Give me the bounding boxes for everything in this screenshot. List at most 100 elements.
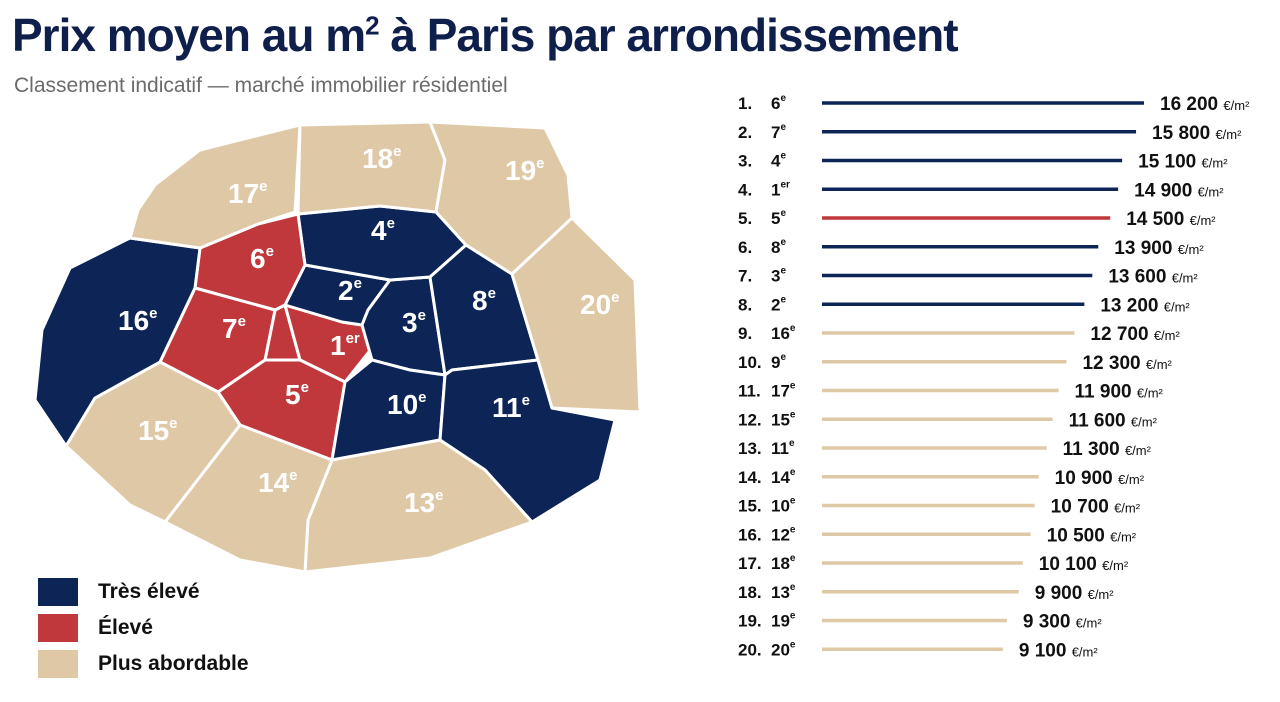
rank-number: 16. xyxy=(738,525,762,544)
rank-number: 4. xyxy=(738,180,752,199)
rank-district: 11e xyxy=(771,438,795,458)
legend-swatch xyxy=(38,578,78,606)
ranking-row: 10. 9e 12 300 €/m² xyxy=(738,352,1173,374)
rank-district: 5e xyxy=(771,208,786,228)
legend-label: Plus abordable xyxy=(98,652,249,675)
ranking-row: 7. 3e 13 600 €/m² xyxy=(738,266,1198,288)
value-label: 9 900 €/m² xyxy=(1035,583,1114,604)
rank-number: 17. xyxy=(738,554,762,573)
value-label: 13 600 €/m² xyxy=(1108,267,1198,288)
rank-number: 20. xyxy=(738,640,762,659)
rank-number: 14. xyxy=(738,468,762,487)
value-label: 9 100 €/m² xyxy=(1019,640,1098,661)
page-subtitle: Classement indicatif — marché immobilier… xyxy=(14,74,508,97)
ranking-row: 11. 17e 11 900 €/m² xyxy=(738,381,1164,403)
title-prefix: Prix moyen au m xyxy=(12,9,366,61)
value-label: 10 900 €/m² xyxy=(1055,468,1145,489)
value-label: 16 200 €/m² xyxy=(1160,94,1250,115)
rank-district: 15e xyxy=(771,409,796,429)
rank-number: 15. xyxy=(738,497,762,516)
district-16-shape xyxy=(33,236,202,448)
rank-number: 6. xyxy=(738,238,752,257)
title-suffix: à Paris par arrondissement xyxy=(378,9,958,61)
ranking-row: 15. 10e 10 700 €/m² xyxy=(738,496,1141,518)
district-7-label: 7e xyxy=(222,313,246,344)
district-17-shape xyxy=(128,123,302,250)
rank-district: 3e xyxy=(771,266,786,286)
district-5-label: 5e xyxy=(285,379,309,410)
legend-swatch xyxy=(38,650,78,678)
value-label: 15 800 €/m² xyxy=(1152,123,1242,144)
legend-item-plus-abordable: Plus abordable xyxy=(38,646,249,682)
legend-item-eleve: Élevé xyxy=(38,610,249,646)
ranking-row: 6. 8e 13 900 €/m² xyxy=(738,237,1204,259)
rank-number: 2. xyxy=(738,123,752,142)
district-17-label: 17e xyxy=(228,178,268,209)
rank-district: 20e xyxy=(771,639,796,659)
rank-number: 7. xyxy=(738,267,752,286)
district-6-label: 6e xyxy=(250,243,274,274)
district-18-label: 18e xyxy=(362,143,402,174)
rank-number: 11. xyxy=(738,382,761,401)
ranking-row: 18. 13e 9 900 €/m² xyxy=(738,582,1114,604)
rank-number: 1. xyxy=(738,94,752,113)
ranking-row: 17. 18e 10 100 €/m² xyxy=(738,553,1129,575)
rank-district: 12e xyxy=(771,524,796,544)
rank-district: 10e xyxy=(771,496,796,516)
ranking-row: 2. 7e 15 800 €/m² xyxy=(738,122,1242,144)
value-label: 14 500 €/m² xyxy=(1126,209,1216,230)
legend-swatch xyxy=(38,614,78,642)
ranking-row: 9. 16e 12 700 €/m² xyxy=(738,323,1181,345)
ranking-row: 4. 1er 14 900 €/m² xyxy=(738,179,1224,201)
district-13-label: 13e xyxy=(404,487,444,518)
district-19-label: 19e xyxy=(505,155,545,186)
district-1-label: 1er xyxy=(330,330,360,361)
legend-item-tres-eleve: Très élevé xyxy=(38,574,249,610)
ranking-row: 1. 6e 16 200 €/m² xyxy=(738,93,1250,115)
district-14-label: 14e xyxy=(258,467,298,498)
paris-district-map: 1er 2e 3e 4e 5e 6e 7e 8e 10e 11e 13e 14e 15e 16e 17e 18… xyxy=(33,120,642,574)
value-label: 11 600 €/m² xyxy=(1069,410,1158,431)
legend-label: Très élevé xyxy=(98,580,200,603)
rank-district: 8e xyxy=(771,237,786,257)
ranking-row: 8. 2e 13 200 €/m² xyxy=(738,294,1190,316)
rank-district: 6e xyxy=(771,93,786,113)
district-10-label: 10e xyxy=(387,389,427,420)
value-label: 11 300 €/m² xyxy=(1063,439,1152,460)
value-label: 9 300 €/m² xyxy=(1023,612,1102,633)
value-label: 13 200 €/m² xyxy=(1100,295,1190,316)
rank-district: 2e xyxy=(771,294,786,314)
rank-district: 13e xyxy=(771,582,796,602)
district-16-label: 16e xyxy=(118,305,158,336)
district-15-label: 15e xyxy=(138,415,178,446)
value-label: 10 700 €/m² xyxy=(1051,497,1141,518)
rank-number: 13. xyxy=(738,439,762,458)
rank-number: 18. xyxy=(738,583,762,602)
value-label: 12 300 €/m² xyxy=(1082,353,1172,374)
page-title: Prix moyen au m2 à Paris par arrondissem… xyxy=(12,8,959,62)
map-legend: Très élevé Élevé Plus abordable xyxy=(38,574,249,682)
district-4-label: 4e xyxy=(371,215,395,246)
value-label: 10 100 €/m² xyxy=(1039,554,1129,575)
ranking-row: 13. 11e 11 300 €/m² xyxy=(738,438,1152,460)
rank-district: 17e xyxy=(771,381,796,401)
value-label: 15 100 €/m² xyxy=(1138,152,1228,173)
district-2-label: 2e xyxy=(338,275,362,306)
ranking-row: 20. 20e 9 100 €/m² xyxy=(738,639,1098,661)
title-superscript: 2 xyxy=(365,10,380,41)
rank-district: 16e xyxy=(771,323,796,343)
district-20-shape xyxy=(510,216,642,414)
rank-district: 4e xyxy=(771,151,786,171)
rank-number: 5. xyxy=(738,209,752,228)
value-label: 12 700 €/m² xyxy=(1090,324,1180,345)
rank-number: 10. xyxy=(738,353,762,372)
legend-label: Élevé xyxy=(98,616,153,639)
district-3-label: 3e xyxy=(402,307,426,338)
rank-district: 14e xyxy=(771,467,796,487)
rank-number: 12. xyxy=(738,410,762,429)
rank-number: 3. xyxy=(738,152,752,171)
rank-district: 9e xyxy=(771,352,786,372)
district-8-label: 8e xyxy=(472,285,496,316)
rank-number: 9. xyxy=(738,324,752,343)
rank-number: 8. xyxy=(738,295,752,314)
